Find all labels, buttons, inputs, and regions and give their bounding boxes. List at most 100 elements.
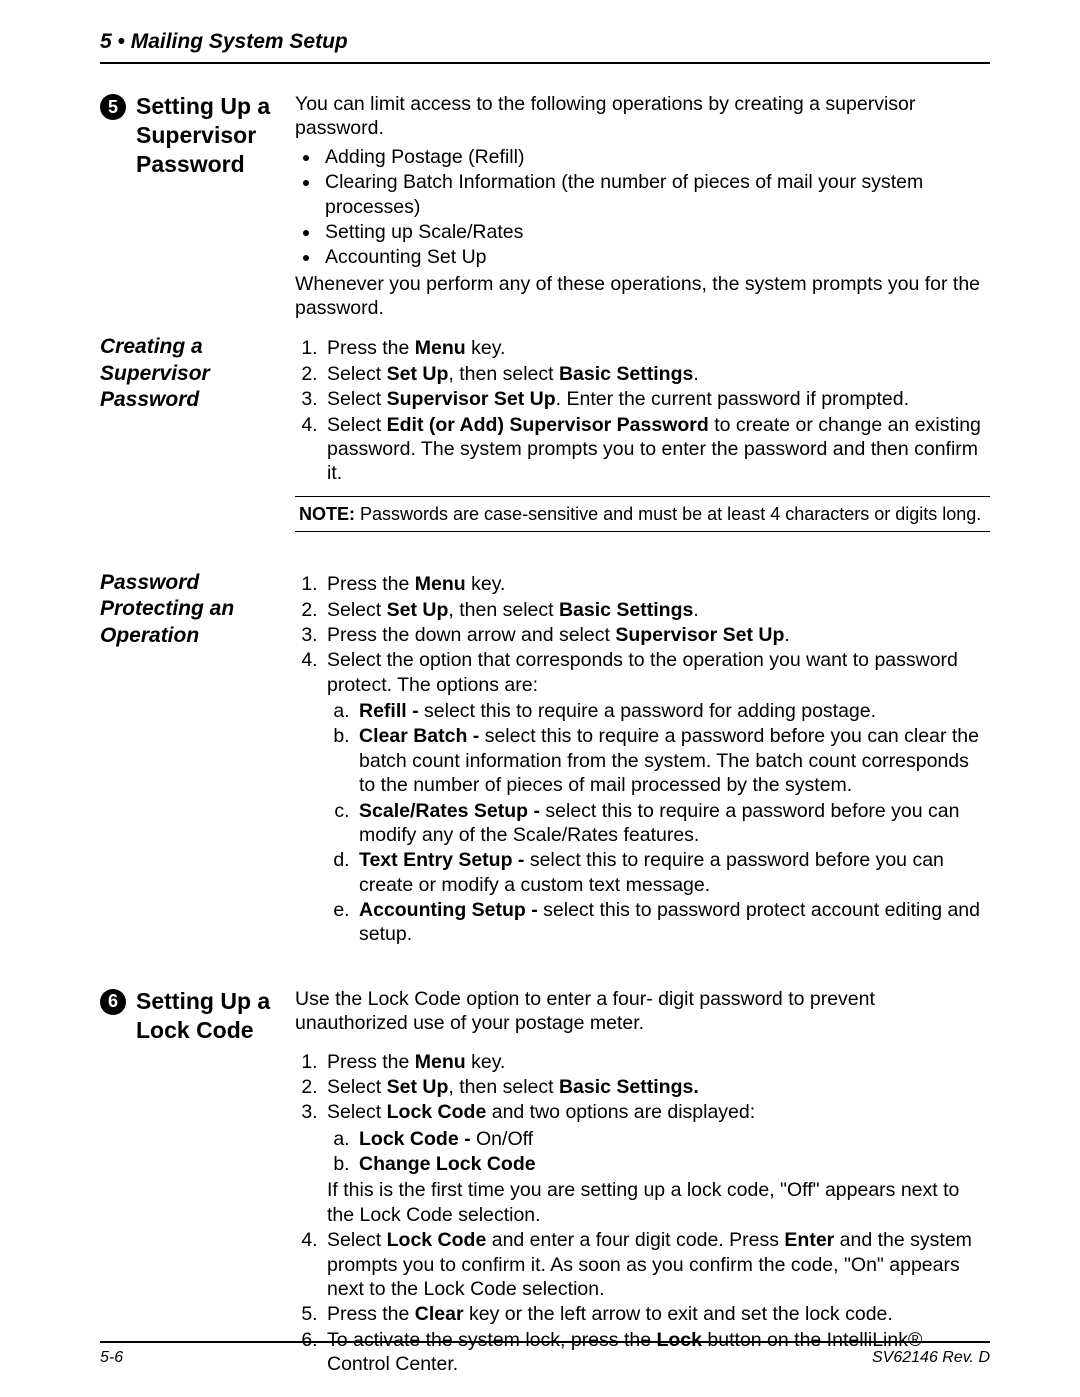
step: Select Set Up, then select Basic Setting… xyxy=(323,1075,990,1099)
section-5-number-icon: 5 xyxy=(100,94,126,120)
t: Select xyxy=(327,414,387,436)
page-footer: 5-6 SV62146 Rev. D xyxy=(100,1341,990,1367)
t: key or the left arrow to exit and set th… xyxy=(464,1303,893,1325)
creating-steps: Press the Menu key. Select Set Up, then … xyxy=(295,336,990,485)
t: Password xyxy=(100,388,199,411)
option: Clear Batch - select this to require a p… xyxy=(355,724,990,797)
t: Set Up xyxy=(387,363,449,385)
creating-body: Press the Menu key. Select Set Up, then … xyxy=(295,334,990,532)
section-protecting: Password Protecting an Operation Press t… xyxy=(100,570,990,949)
t: Select xyxy=(327,1076,387,1098)
t: Text Entry Setup - xyxy=(359,849,530,871)
t: and enter a four digit code. Press xyxy=(486,1229,784,1251)
t: Edit (or Add) Supervisor Password xyxy=(387,414,709,436)
t: Basic Settings. xyxy=(559,1076,699,1098)
option: Accounting Setup - select this to passwo… xyxy=(355,898,990,947)
protecting-title: Password Protecting an Operation xyxy=(100,570,234,649)
t: Press the xyxy=(327,337,415,359)
t: Accounting Setup - xyxy=(359,899,543,921)
step: Select the option that corresponds to th… xyxy=(323,648,990,947)
t: Scale/Rates Setup - xyxy=(359,800,545,822)
lock-options: Lock Code - On/Off Change Lock Code xyxy=(327,1127,990,1177)
section-5: 5 Setting Up a Supervisor Password You c… xyxy=(100,92,990,324)
t: . xyxy=(784,624,789,646)
lock-steps: Press the Menu key. Select Set Up, then … xyxy=(295,1050,990,1377)
t: Protecting an xyxy=(100,597,234,620)
protecting-left: Password Protecting an Operation xyxy=(100,570,295,649)
t: Press the xyxy=(327,1051,415,1073)
option: Change Lock Code xyxy=(355,1152,990,1176)
step: Press the Menu key. xyxy=(323,336,990,360)
t: Supervisor Set Up xyxy=(387,388,556,410)
step: Select Lock Code and enter a four digit … xyxy=(323,1228,990,1301)
t: On/Off xyxy=(476,1128,533,1150)
t: Password xyxy=(136,151,245,177)
option: Scale/Rates Setup - select this to requi… xyxy=(355,799,990,848)
step: Select Set Up, then select Basic Setting… xyxy=(323,598,990,622)
t: Lock Code xyxy=(387,1101,487,1123)
creating-left: Creating a Supervisor Password xyxy=(100,334,295,413)
step: Select Edit (or Add) Supervisor Password… xyxy=(323,413,990,486)
t: Supervisor Set Up xyxy=(615,624,784,646)
t: Select xyxy=(327,1229,387,1251)
t: Press the down arrow and select xyxy=(327,624,615,646)
t: . xyxy=(693,599,698,621)
t: Set Up xyxy=(387,1076,449,1098)
protecting-body: Press the Menu key. Select Set Up, then … xyxy=(295,570,990,949)
option: Text Entry Setup - select this to requir… xyxy=(355,848,990,897)
t: Select xyxy=(327,363,387,385)
t: Lock Code xyxy=(387,1229,487,1251)
t: Basic Settings xyxy=(559,599,693,621)
t: Select xyxy=(327,1101,387,1123)
section-5-left: 5 Setting Up a Supervisor Password xyxy=(100,92,295,178)
section-6: 6 Setting Up a Lock Code Use the Lock Co… xyxy=(100,987,990,1379)
note-label: NOTE: xyxy=(299,504,355,524)
t: If this is the first time you are settin… xyxy=(327,1179,959,1225)
t: Supervisor xyxy=(136,122,256,148)
note-box: NOTE: Passwords are case-sensitive and m… xyxy=(295,496,990,533)
t: Change Lock Code xyxy=(359,1153,536,1175)
t: Menu xyxy=(415,337,466,359)
t: Setting Up a xyxy=(136,93,270,119)
list-item: Adding Postage (Refill) xyxy=(321,145,990,169)
spacer xyxy=(295,1040,990,1048)
t: select this to require a password for ad… xyxy=(424,700,876,722)
section-5-title: Setting Up a Supervisor Password xyxy=(136,92,270,178)
t: Select the option that corresponds to th… xyxy=(327,649,958,695)
section-6-body: Use the Lock Code option to enter a four… xyxy=(295,987,990,1379)
t: , then select xyxy=(448,599,559,621)
intro-text: You can limit access to the following op… xyxy=(295,92,990,141)
t: Menu xyxy=(415,573,466,595)
step: Select Supervisor Set Up. Enter the curr… xyxy=(323,387,990,411)
t: Lock Code - xyxy=(359,1128,476,1150)
list-item: Clearing Batch Information (the number o… xyxy=(321,170,990,219)
doc-revision: SV62146 Rev. D xyxy=(872,1349,990,1367)
list-item: Accounting Set Up xyxy=(321,245,990,269)
t: Supervisor xyxy=(100,362,210,385)
t: Press the xyxy=(327,1303,415,1325)
step: Press the Menu key. xyxy=(323,572,990,596)
section-5-body: You can limit access to the following op… xyxy=(295,92,990,324)
t: Setting Up a xyxy=(136,988,270,1014)
t: Password xyxy=(100,571,199,594)
t: Lock Code xyxy=(136,1017,254,1043)
t: Select xyxy=(327,388,387,410)
outro-text: Whenever you perform any of these operat… xyxy=(295,272,990,321)
page: 5 • Mailing System Setup 5 Setting Up a … xyxy=(0,0,1080,1397)
creating-title: Creating a Supervisor Password xyxy=(100,334,210,413)
spacer xyxy=(100,542,990,570)
t: Basic Settings xyxy=(559,363,693,385)
t: Clear xyxy=(415,1303,464,1325)
step: Select Set Up, then select Basic Setting… xyxy=(323,362,990,386)
t: Select xyxy=(327,599,387,621)
t: , then select xyxy=(448,363,559,385)
step: Press the down arrow and select Supervis… xyxy=(323,623,990,647)
section-6-title: Setting Up a Lock Code xyxy=(136,987,270,1045)
t: Enter xyxy=(784,1229,834,1251)
t: key. xyxy=(466,573,506,595)
t: Set Up xyxy=(387,599,449,621)
note-text: Passwords are case-sensitive and must be… xyxy=(355,504,981,524)
step: Select Lock Code and two options are dis… xyxy=(323,1100,990,1227)
t: key. xyxy=(466,337,506,359)
t: Operation xyxy=(100,624,199,647)
